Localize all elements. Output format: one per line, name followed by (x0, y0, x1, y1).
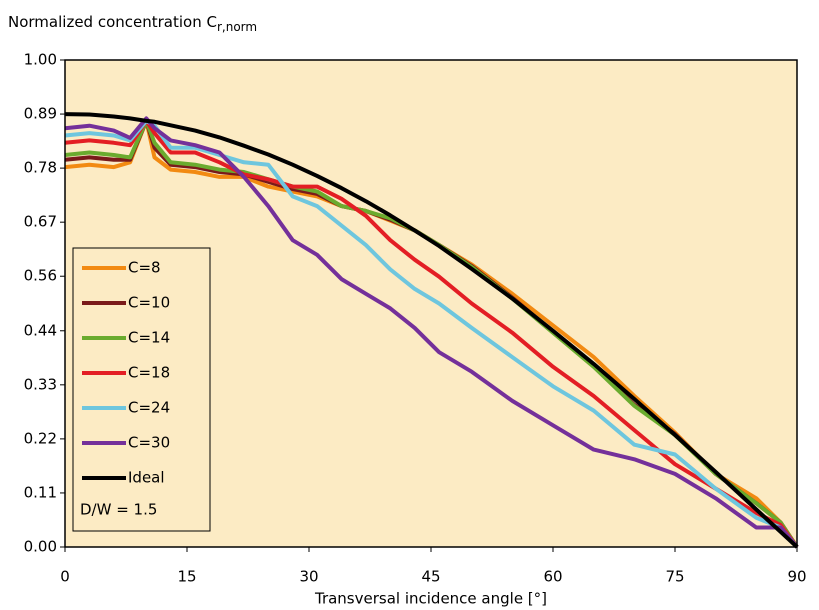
annotation: D/W = 1.5 (80, 501, 157, 519)
y-tick-label: 0.22 (24, 429, 57, 447)
legend: C=8 C=10 C=14 C=18 C=24 C=30 Ideal D/W = 1.5 (72, 247, 211, 532)
y-tick-label: 1.00 (24, 51, 57, 69)
x-tick-label: 75 (665, 568, 684, 586)
x-tick-label: 90 (787, 568, 806, 586)
legend-label: C=8 (128, 259, 161, 277)
title-subscript: r,norm (217, 20, 257, 34)
y-tick-label: 0.33 (24, 375, 57, 393)
y-tick-label: 0.44 (24, 321, 57, 339)
legend-label: C=30 (128, 434, 170, 452)
y-tick-label: 0.11 (24, 483, 57, 501)
x-tick-label: 0 (60, 568, 70, 586)
legend-label: Ideal (128, 469, 165, 487)
series-line (64, 112, 799, 549)
legend-label: C=24 (128, 399, 170, 417)
y-tick-label: 0.78 (24, 159, 57, 177)
x-tick-label: 15 (177, 568, 196, 586)
x-tick-label: 30 (299, 568, 318, 586)
legend-box (72, 247, 211, 532)
legend-label: C=14 (128, 329, 170, 347)
y-tick-label: 0.67 (24, 213, 57, 231)
x-tick-label: 60 (543, 568, 562, 586)
legend-label: C=10 (128, 294, 170, 312)
legend-label: C=18 (128, 364, 170, 382)
y-tick-label: 0.56 (24, 267, 57, 285)
chart-title: Normalized concentration Cr,norm (8, 13, 257, 34)
x-tick-label: 45 (421, 568, 440, 586)
title-main: Normalized concentration C (8, 13, 217, 31)
x-axis-label: Transversal incidence angle [°] (314, 590, 547, 608)
series-line (64, 118, 799, 549)
y-tick-label: 0.00 (24, 538, 57, 556)
plot-border (64, 59, 798, 548)
y-tick-label: 0.89 (24, 105, 57, 123)
